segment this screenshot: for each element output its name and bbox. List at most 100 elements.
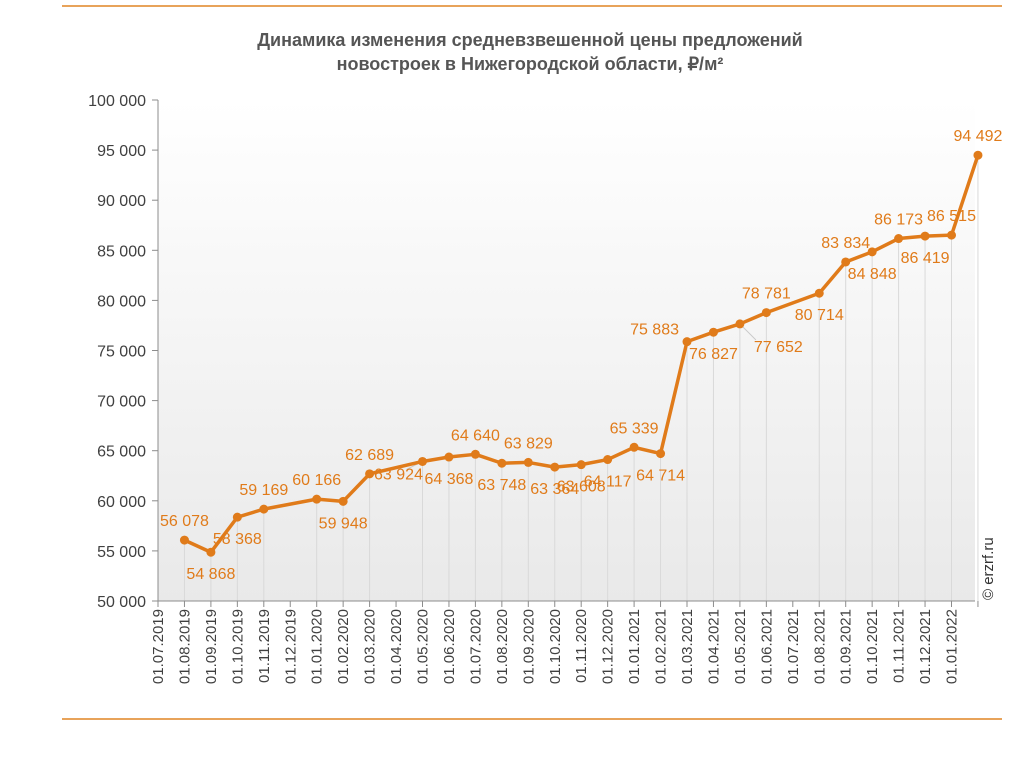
- x-tick-label: 01.12.2020: [600, 609, 617, 684]
- data-label: 75 883: [630, 322, 679, 339]
- data-point: [576, 460, 586, 470]
- x-tick-label: 01.02.2021: [653, 609, 670, 684]
- data-label: 58 368: [213, 531, 262, 548]
- data-point: [179, 535, 189, 545]
- data-point: [523, 457, 533, 467]
- x-tick-label: 01.04.2021: [705, 609, 722, 684]
- data-label: 86 515: [927, 208, 976, 225]
- data-point: [682, 337, 692, 347]
- x-tick-label: 01.07.2021: [785, 609, 802, 684]
- y-tick-label: 65 000: [97, 444, 146, 461]
- data-label: 62 689: [345, 447, 394, 464]
- data-point: [867, 247, 877, 257]
- y-tick-label: 75 000: [97, 344, 146, 361]
- data-label: 54 868: [186, 566, 235, 583]
- data-label: 64 368: [424, 471, 473, 488]
- data-point: [708, 327, 718, 337]
- data-point: [656, 449, 666, 459]
- data-label: 86 173: [874, 212, 923, 229]
- source-credit: © erzrf.ru: [980, 537, 997, 600]
- plot-area: [158, 100, 975, 601]
- data-point: [470, 449, 480, 459]
- data-label: 77 652: [754, 339, 803, 356]
- data-label: 80 714: [795, 307, 844, 324]
- y-tick-label: 85 000: [97, 243, 146, 260]
- x-tick-label: 01.09.2019: [203, 609, 220, 684]
- data-point: [497, 458, 507, 468]
- chart-title-line-2: новостроек в Нижегородской области, ₽/м²: [336, 54, 724, 74]
- data-point: [206, 547, 216, 557]
- data-point: [365, 469, 375, 479]
- data-label: 65 339: [610, 420, 659, 437]
- x-tick-label: 01.01.2022: [944, 609, 961, 684]
- x-tick-label: 01.11.2021: [891, 609, 908, 683]
- data-label: 59 948: [319, 515, 368, 532]
- data-label: 83 834: [821, 235, 870, 252]
- y-tick-label: 95 000: [97, 143, 146, 160]
- y-tick-label: 60 000: [97, 494, 146, 511]
- data-label: 63 924: [374, 466, 423, 483]
- x-tick-label: 01.06.2020: [441, 609, 458, 684]
- data-label: 59 169: [239, 482, 288, 499]
- bottom-divider: [62, 718, 1002, 720]
- x-tick-label: 01.03.2021: [679, 609, 696, 684]
- data-label: 64 117: [584, 474, 632, 491]
- data-point: [761, 308, 771, 318]
- data-point: [841, 257, 851, 267]
- data-label: 64 640: [451, 427, 500, 444]
- top-divider: [62, 5, 1002, 7]
- chart-title: Динамика изменения средневзвешенной цены…: [130, 28, 930, 76]
- data-point: [814, 288, 824, 298]
- data-point: [312, 494, 322, 504]
- data-point: [259, 504, 269, 514]
- data-label: 64 714: [636, 468, 685, 485]
- data-label: 86 419: [901, 250, 950, 267]
- x-tick-label: 01.03.2020: [362, 609, 379, 684]
- data-point: [920, 231, 930, 241]
- data-point: [894, 234, 904, 244]
- x-tick-label: 01.09.2020: [520, 609, 537, 684]
- data-point: [444, 452, 454, 462]
- data-label: 78 781: [742, 286, 791, 303]
- data-label: 63 748: [477, 477, 526, 494]
- data-label: 94 492: [953, 128, 1002, 145]
- y-tick-label: 80 000: [97, 293, 146, 310]
- x-tick-label: 01.07.2019: [150, 609, 167, 684]
- data-point: [603, 455, 613, 465]
- data-label: 76 827: [689, 346, 738, 363]
- data-point: [629, 442, 639, 452]
- data-label: 84 848: [848, 266, 897, 283]
- data-label: 63 364: [530, 481, 579, 498]
- y-tick-label: 100 000: [88, 93, 146, 110]
- data-point: [735, 319, 745, 329]
- y-tick-label: 50 000: [97, 594, 146, 611]
- x-tick-label: 01.07.2020: [467, 609, 484, 684]
- data-point: [418, 456, 427, 466]
- x-tick-label: 01.05.2021: [732, 609, 749, 684]
- data-label: 63 608: [557, 479, 606, 496]
- data-point: [973, 150, 983, 160]
- data-point: [947, 230, 956, 240]
- y-tick-label: 70 000: [97, 394, 146, 411]
- chart-title-line-1: Динамика изменения средневзвешенной цены…: [257, 30, 803, 50]
- x-tick-label: 01.10.2021: [864, 609, 881, 684]
- data-point: [338, 496, 348, 506]
- x-tick-label: 01.08.2020: [494, 609, 511, 684]
- data-label: 60 166: [292, 472, 341, 489]
- x-tick-label: 01.08.2019: [176, 609, 193, 684]
- x-tick-label: 01.12.2019: [282, 609, 299, 684]
- x-tick-label: 01.04.2020: [388, 609, 405, 684]
- data-label: 56 078: [160, 513, 209, 530]
- x-tick-label: 01.01.2020: [309, 609, 326, 684]
- x-tick-label: 01.10.2020: [547, 609, 564, 684]
- x-tick-label: 01.09.2021: [838, 609, 855, 684]
- x-tick-label: 01.10.2019: [229, 609, 246, 684]
- x-tick-label: 01.12.2021: [917, 609, 934, 684]
- y-tick-label: 55 000: [97, 544, 146, 561]
- x-tick-label: 01.08.2021: [811, 609, 828, 684]
- x-tick-label: 01.06.2021: [758, 609, 775, 684]
- x-tick-label: 01.11.2019: [256, 609, 273, 683]
- data-point: [232, 512, 242, 522]
- x-tick-label: 01.05.2020: [415, 609, 432, 684]
